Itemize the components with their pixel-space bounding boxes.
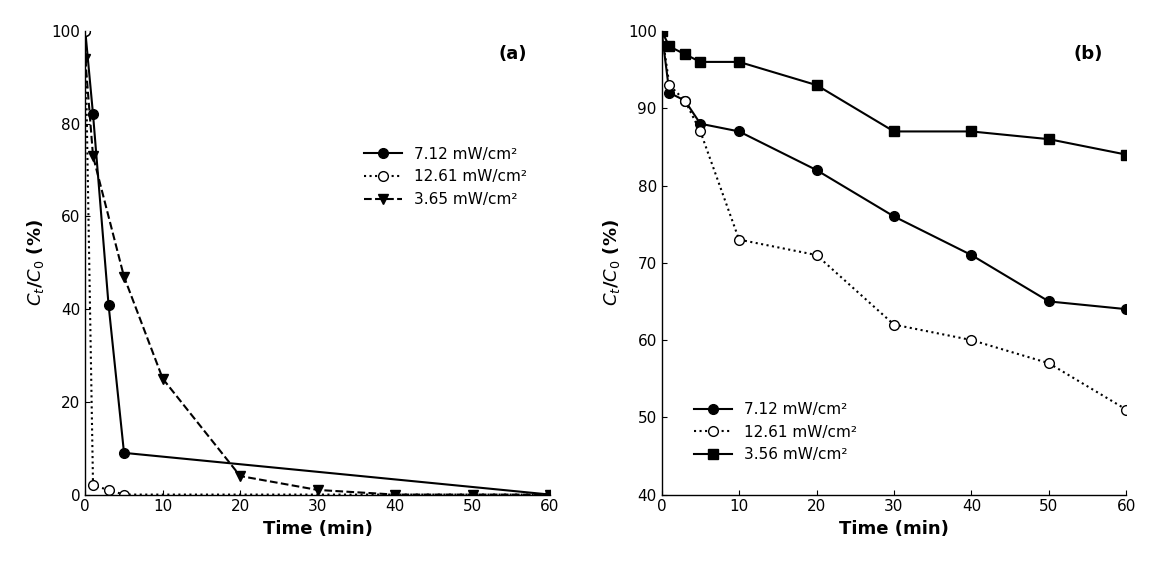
3.56 mW/cm² (887, 128, 901, 135)
12.61 mW/cm² (809, 252, 823, 258)
7.12 mW/cm² (965, 252, 979, 258)
12.61 mW/cm² (693, 128, 707, 135)
12.61 mW/cm² (101, 486, 115, 493)
Line: 3.56 mW/cm²: 3.56 mW/cm² (657, 26, 1131, 159)
3.65 mW/cm² (86, 153, 100, 159)
7.12 mW/cm² (887, 213, 901, 220)
7.12 mW/cm² (101, 301, 115, 308)
7.12 mW/cm² (678, 97, 692, 104)
7.12 mW/cm² (733, 128, 747, 135)
3.56 mW/cm² (1041, 136, 1055, 142)
Line: 3.65 mW/cm²: 3.65 mW/cm² (80, 54, 555, 499)
Line: 12.61 mW/cm²: 12.61 mW/cm² (657, 26, 1131, 414)
Legend: 7.12 mW/cm², 12.61 mW/cm², 3.65 mW/cm²: 7.12 mW/cm², 12.61 mW/cm², 3.65 mW/cm² (358, 141, 533, 213)
Line: 12.61 mW/cm²: 12.61 mW/cm² (80, 26, 555, 499)
3.65 mW/cm² (543, 491, 557, 498)
3.65 mW/cm² (233, 473, 247, 480)
7.12 mW/cm² (693, 120, 707, 127)
Line: 7.12 mW/cm²: 7.12 mW/cm² (80, 26, 555, 499)
3.65 mW/cm² (466, 491, 479, 498)
7.12 mW/cm² (663, 90, 677, 96)
12.61 mW/cm² (1041, 360, 1055, 367)
12.61 mW/cm² (965, 337, 979, 343)
7.12 mW/cm² (78, 28, 92, 34)
7.12 mW/cm² (1119, 306, 1133, 312)
Y-axis label: $C_t$/$C_0$ (%): $C_t$/$C_0$ (%) (601, 220, 622, 306)
7.12 mW/cm² (117, 449, 131, 456)
12.61 mW/cm² (86, 482, 100, 489)
Legend: 7.12 mW/cm², 12.61 mW/cm², 3.56 mW/cm²: 7.12 mW/cm², 12.61 mW/cm², 3.56 mW/cm² (687, 396, 864, 468)
Text: (a): (a) (498, 45, 527, 63)
3.56 mW/cm² (965, 128, 979, 135)
7.12 mW/cm² (543, 491, 557, 498)
3.65 mW/cm² (78, 55, 92, 62)
12.61 mW/cm² (887, 321, 901, 328)
12.61 mW/cm² (733, 236, 747, 243)
Text: (b): (b) (1074, 45, 1103, 63)
Line: 7.12 mW/cm²: 7.12 mW/cm² (657, 26, 1131, 314)
12.61 mW/cm² (655, 28, 669, 34)
3.56 mW/cm² (678, 51, 692, 57)
3.56 mW/cm² (733, 59, 747, 65)
3.65 mW/cm² (117, 273, 131, 280)
12.61 mW/cm² (663, 82, 677, 88)
12.61 mW/cm² (1119, 406, 1133, 413)
7.12 mW/cm² (809, 167, 823, 173)
X-axis label: Time (min): Time (min) (262, 520, 373, 538)
12.61 mW/cm² (678, 97, 692, 104)
12.61 mW/cm² (78, 28, 92, 34)
12.61 mW/cm² (543, 491, 557, 498)
3.56 mW/cm² (693, 59, 707, 65)
3.65 mW/cm² (156, 376, 170, 382)
X-axis label: Time (min): Time (min) (839, 520, 949, 538)
3.56 mW/cm² (655, 28, 669, 34)
3.65 mW/cm² (311, 486, 325, 493)
12.61 mW/cm² (117, 491, 131, 498)
3.56 mW/cm² (663, 43, 677, 50)
3.56 mW/cm² (1119, 151, 1133, 158)
7.12 mW/cm² (1041, 298, 1055, 305)
7.12 mW/cm² (655, 28, 669, 34)
3.65 mW/cm² (388, 491, 402, 498)
Y-axis label: $C_t$/$C_0$ (%): $C_t$/$C_0$ (%) (26, 220, 46, 306)
3.56 mW/cm² (809, 82, 823, 88)
7.12 mW/cm² (86, 111, 100, 118)
